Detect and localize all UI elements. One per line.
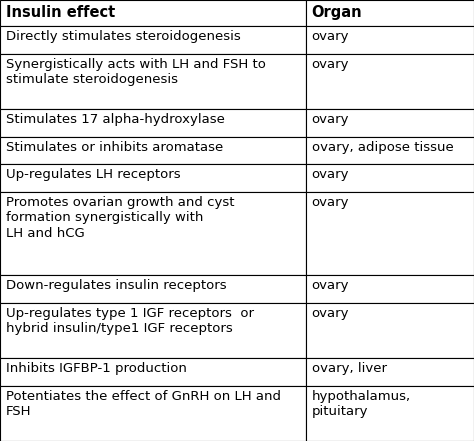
Bar [0,137,306,164]
Bar [306,192,474,275]
Text: Up-regulates type 1 IGF receptors  or
hybrid insulin/type1 IGF receptors: Up-regulates type 1 IGF receptors or hyb… [6,306,254,335]
Bar [306,26,474,54]
Text: Synergistically acts with LH and FSH to
stimulate steroidogenesis: Synergistically acts with LH and FSH to … [6,58,266,86]
Text: ovary: ovary [312,168,349,181]
Text: Directly stimulates steroidogenesis: Directly stimulates steroidogenesis [6,30,241,43]
Text: Potentiates the effect of GnRH on LH and
FSH: Potentiates the effect of GnRH on LH and… [6,390,281,418]
Text: ovary, adipose tissue: ovary, adipose tissue [312,141,454,153]
Bar [306,386,474,441]
Text: ovary, liver: ovary, liver [312,362,387,375]
Text: hypothalamus,
pituitary: hypothalamus, pituitary [312,390,411,418]
Bar [0,54,306,109]
Text: Insulin effect: Insulin effect [6,5,115,20]
Bar [0,26,306,54]
Text: Stimulates 17 alpha-hydroxylase: Stimulates 17 alpha-hydroxylase [6,113,225,126]
Text: Promotes ovarian growth and cyst
formation synergistically with
LH and hCG: Promotes ovarian growth and cyst formati… [6,196,235,240]
Bar [306,137,474,164]
Text: Organ: Organ [312,5,362,20]
Bar [306,109,474,137]
Bar [306,164,474,192]
Bar [306,275,474,303]
Bar [306,0,474,26]
Bar [0,358,306,386]
Bar [0,303,306,358]
Bar [306,358,474,386]
Bar [306,54,474,109]
Text: Down-regulates insulin receptors: Down-regulates insulin receptors [6,279,227,292]
Text: ovary: ovary [312,30,349,43]
Text: ovary: ovary [312,279,349,292]
Text: Stimulates or inhibits aromatase: Stimulates or inhibits aromatase [6,141,223,153]
Bar [0,192,306,275]
Text: ovary: ovary [312,306,349,320]
Text: ovary: ovary [312,113,349,126]
Bar [306,303,474,358]
Text: Up-regulates LH receptors: Up-regulates LH receptors [6,168,181,181]
Text: Inhibits IGFBP-1 production: Inhibits IGFBP-1 production [6,362,187,375]
Bar [0,386,306,441]
Bar [0,275,306,303]
Text: ovary: ovary [312,196,349,209]
Bar [0,164,306,192]
Bar [0,109,306,137]
Bar [0,0,306,26]
Text: ovary: ovary [312,58,349,71]
